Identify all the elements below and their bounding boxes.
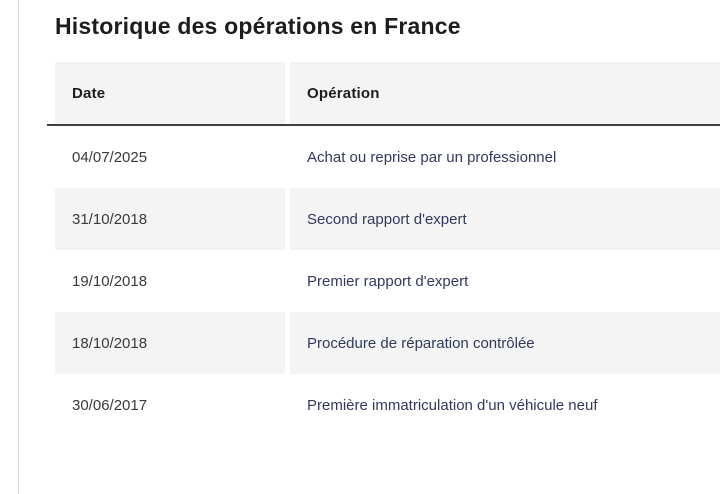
- table-row: 18/10/2018 Procédure de réparation contr…: [47, 312, 720, 374]
- table-row: 31/10/2018 Second rapport d'expert: [47, 188, 720, 250]
- operations-history-table: Date Opération 04/07/2025 Achat ou repri…: [47, 62, 720, 436]
- operation-date: 30/06/2017: [72, 396, 148, 414]
- panel-left-border: [18, 0, 19, 494]
- operation-date: 04/07/2025: [72, 148, 148, 166]
- operation-date: 18/10/2018: [55, 312, 285, 374]
- operation-label[interactable]: Achat ou reprise par un professionnel: [307, 148, 557, 166]
- table-row: 30/06/2017 Première immatriculation d'un…: [47, 374, 720, 436]
- operation-label[interactable]: Second rapport d'expert: [290, 188, 720, 250]
- table-row: 04/07/2025 Achat ou reprise par un profe…: [47, 126, 720, 188]
- column-header-operation: Opération: [290, 62, 720, 124]
- table-row: 19/10/2018 Premier rapport d'expert: [47, 250, 720, 312]
- table-header-row: Date Opération: [47, 62, 720, 124]
- operation-date: 19/10/2018: [72, 272, 148, 290]
- operation-date: 31/10/2018: [55, 188, 285, 250]
- column-header-date: Date: [55, 62, 285, 124]
- main-content: Historique des opérations en France Date…: [47, 0, 720, 436]
- operation-label[interactable]: Première immatriculation d'un véhicule n…: [307, 396, 598, 414]
- operation-label[interactable]: Procédure de réparation contrôlée: [290, 312, 720, 374]
- page-title: Historique des opérations en France: [55, 13, 461, 39]
- header-divider: [47, 124, 720, 126]
- operation-label[interactable]: Premier rapport d'expert: [307, 272, 469, 290]
